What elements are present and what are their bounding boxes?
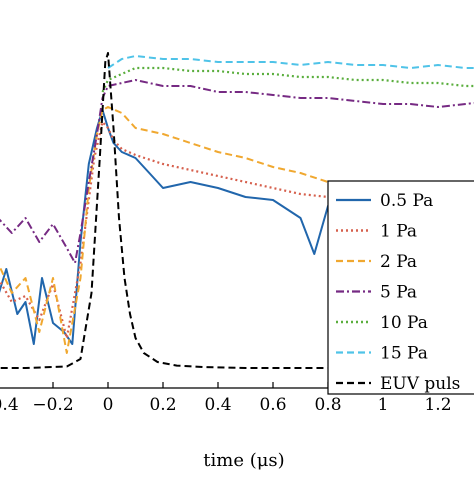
legend-label: 15 Pa [380, 344, 428, 364]
series-line-15-pa [108, 56, 474, 68]
x-tick-label: 0.4 [204, 395, 231, 415]
series-line-10-pa [103, 68, 474, 92]
x-tick-label: 0 [103, 395, 114, 415]
legend-label: EUV puls [380, 374, 460, 394]
x-tick-label: 0.6 [259, 395, 286, 415]
legend-label: 1 Pa [380, 222, 417, 242]
x-tick-label: −0.2 [32, 395, 73, 415]
x-tick-label: 0.8 [314, 395, 341, 415]
legend-label: 2 Pa [380, 252, 417, 272]
legend-label: 10 Pa [380, 313, 428, 333]
x-tick-label: 1 [378, 395, 389, 415]
x-tick-label: −0.4 [0, 395, 19, 415]
legend-label: 5 Pa [380, 283, 417, 303]
x-axis-title: time (μs) [203, 450, 284, 471]
legend: 0.5 Pa 1 Pa 2 Pa 5 Pa 10 Pa 15 Pa EUV puls [328, 181, 474, 394]
x-tick-label: 0.2 [149, 395, 176, 415]
legend-label: 0.5 Pa [380, 191, 433, 211]
x-tick-label: 1.2 [424, 395, 451, 415]
